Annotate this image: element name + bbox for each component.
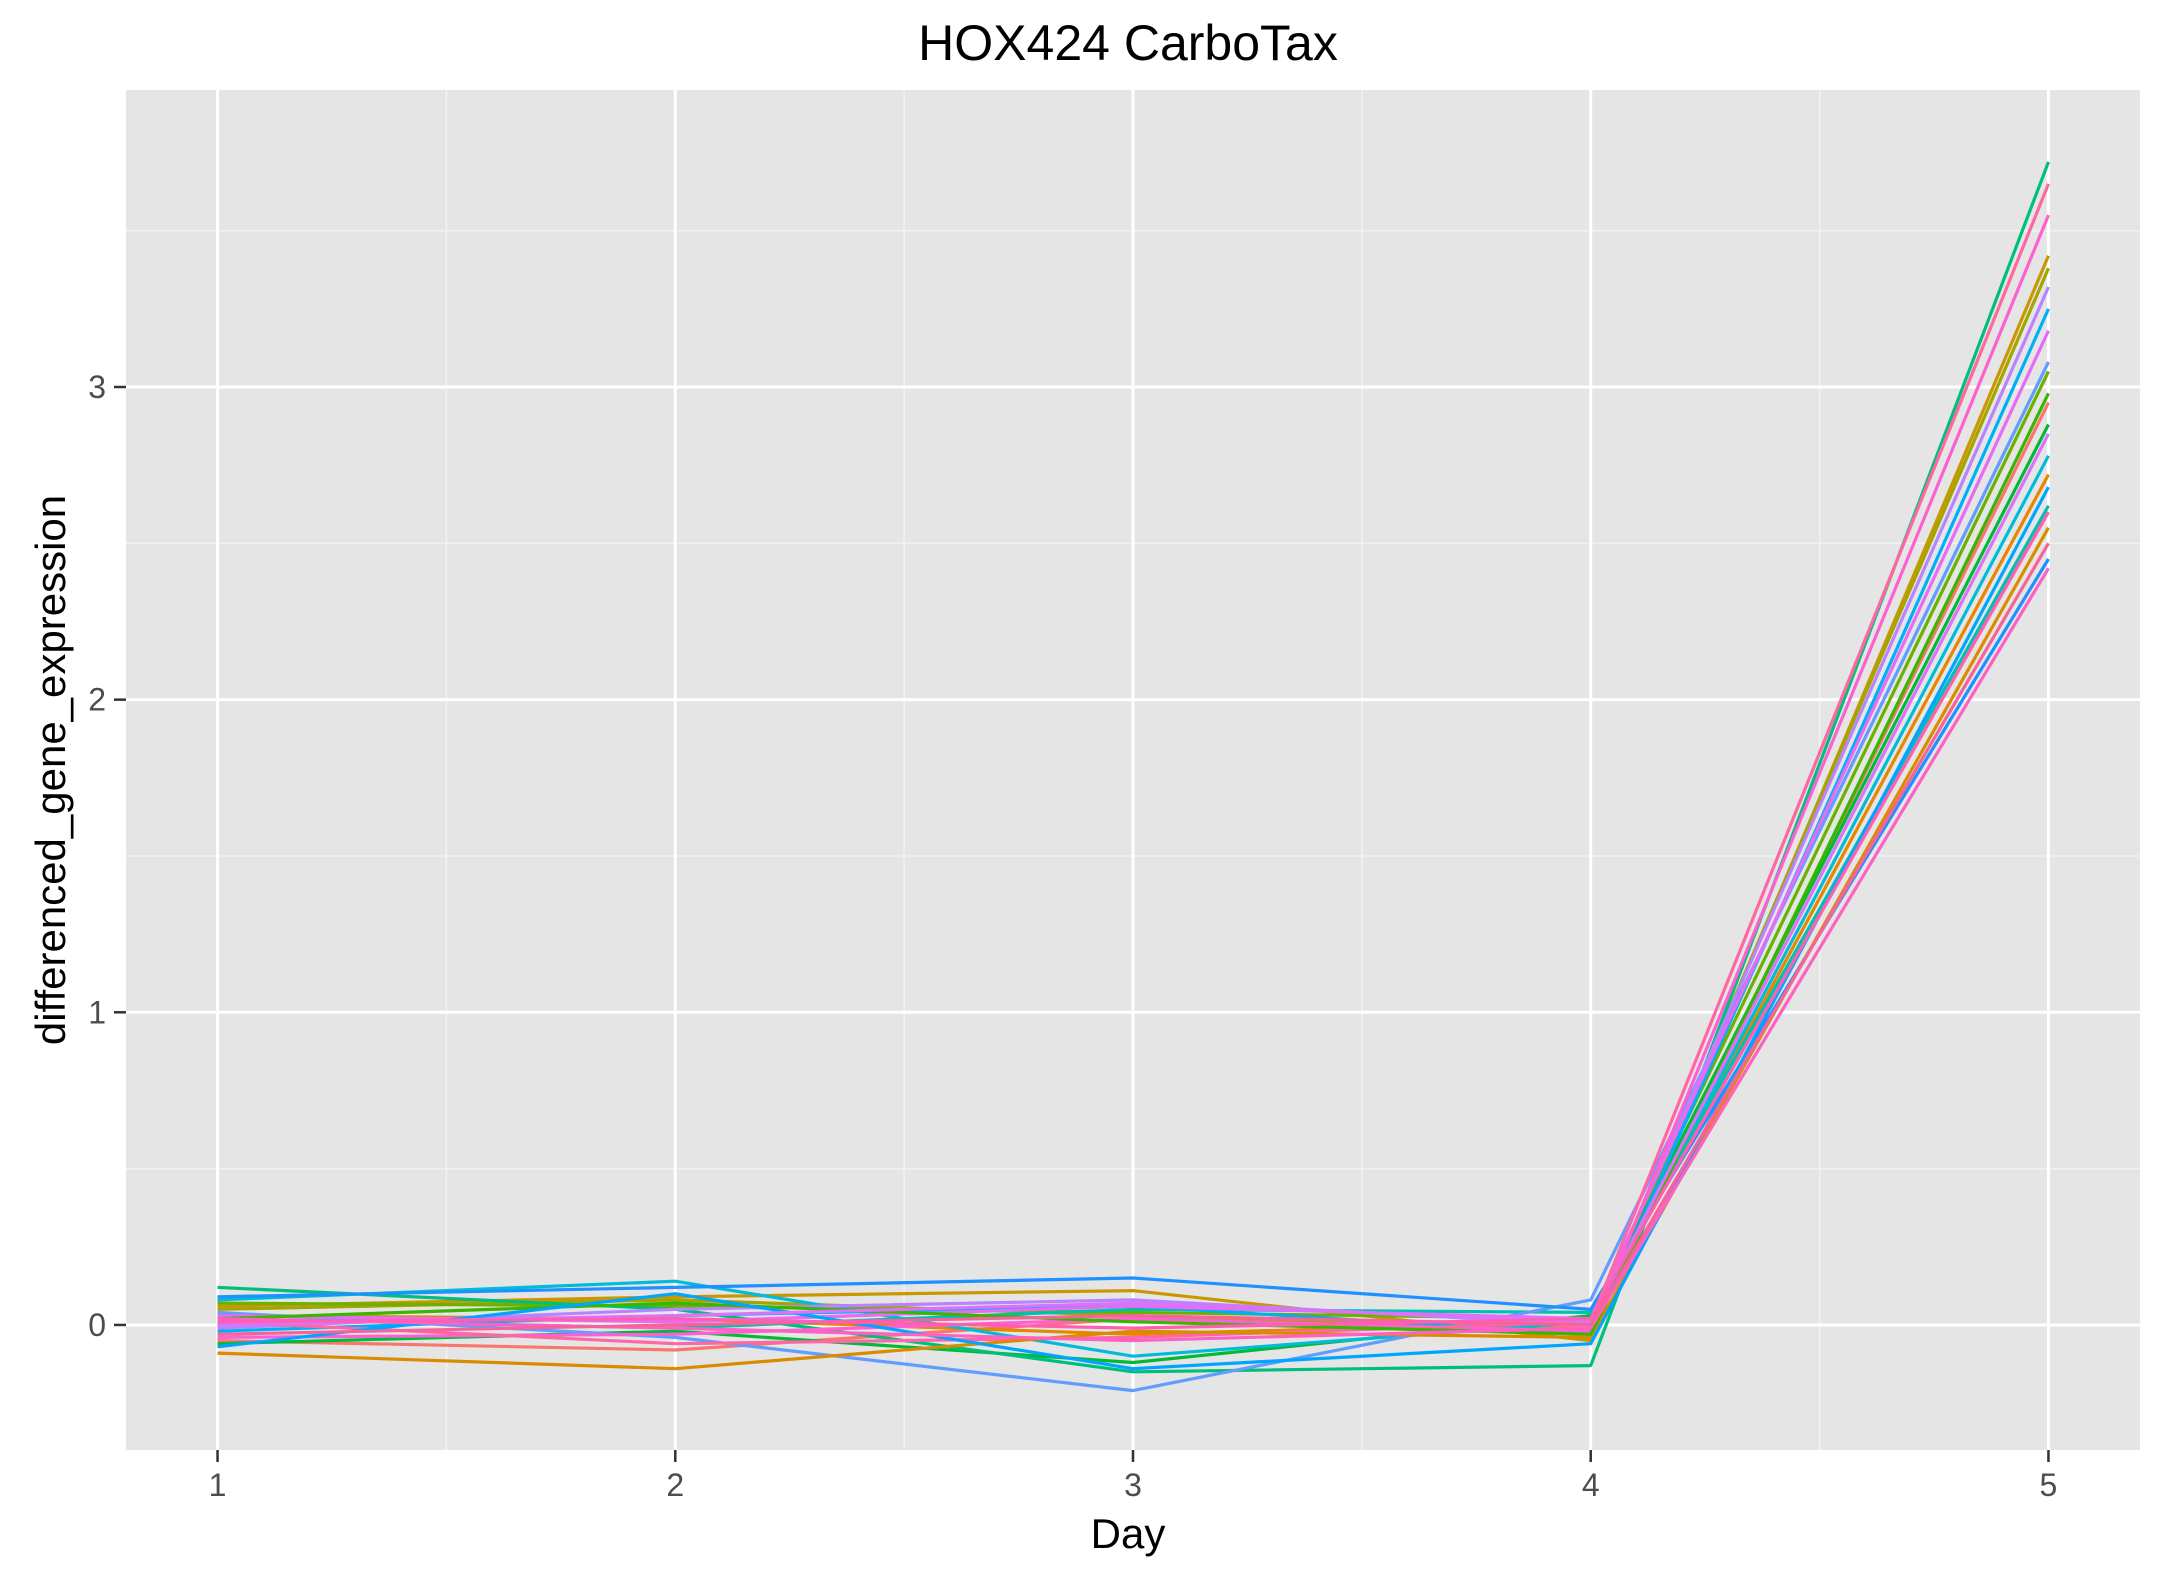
chart-title: HOX424 CarboTax [918,15,1338,71]
series-line-7 [217,161,2050,1374]
y-tick-label: 3 [88,369,106,405]
series-line-9 [217,455,2050,1358]
series-lines [217,161,2050,1393]
y-tick-label: 2 [88,682,106,718]
series-line-18 [217,392,2050,1336]
series-line-19 [217,486,2050,1371]
y-axis: 0 1 2 3 [88,369,126,1343]
x-axis-title: Day [1091,1510,1166,1557]
x-tick-label: 2 [666,1467,684,1503]
series-line-23 [217,511,2050,1330]
series-line-5 [217,370,2050,1321]
x-tick-label: 4 [1582,1467,1600,1503]
x-tick-label: 1 [209,1467,227,1503]
major-gridlines [126,90,2140,1450]
y-tick-label: 1 [88,994,106,1030]
series-line-13 [217,286,2050,1330]
x-tick-label: 3 [1124,1467,1142,1503]
series-line-21 [217,567,2050,1343]
y-axis-title: differenced_gene_expression [27,495,74,1045]
series-line-22 [217,542,2050,1336]
y-tick-label: 0 [88,1307,106,1343]
series-line-16 [217,183,2050,1346]
x-axis: 1 2 3 4 5 [209,1450,2058,1503]
x-tick-label: 5 [2040,1467,2058,1503]
